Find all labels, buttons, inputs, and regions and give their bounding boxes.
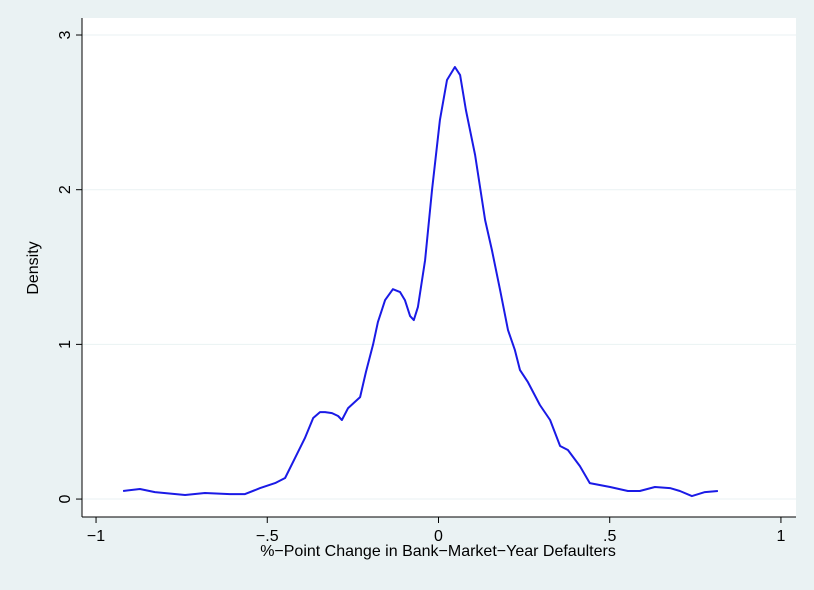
y-tick-label: 0 bbox=[57, 495, 74, 504]
x-tick-label: −.5 bbox=[256, 528, 279, 545]
x-tick-label: 0 bbox=[434, 528, 443, 545]
plot-area bbox=[82, 18, 796, 517]
y-axis-title: Density bbox=[25, 241, 42, 294]
y-tick-label: 2 bbox=[57, 185, 74, 194]
x-tick-label: 1 bbox=[776, 528, 785, 545]
density-line bbox=[122, 66, 718, 498]
x-tick-label: −1 bbox=[87, 528, 105, 545]
y-tick-label: 1 bbox=[57, 340, 74, 349]
x-tick-label: .5 bbox=[603, 528, 616, 545]
x-axis-title: %−Point Change in Bank−Market−Year Defau… bbox=[260, 543, 616, 560]
y-tick-label: 3 bbox=[57, 30, 74, 39]
